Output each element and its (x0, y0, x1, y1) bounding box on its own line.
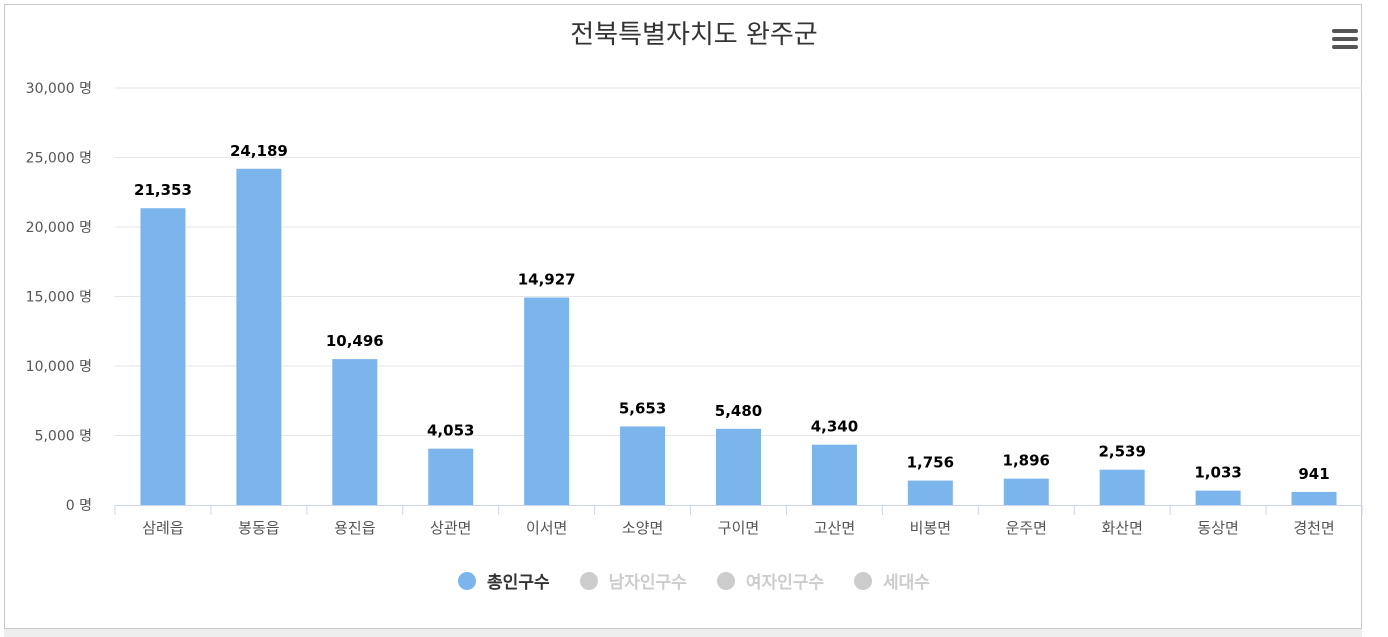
data-label: 5,480 (715, 402, 762, 420)
y-tick-label: 20,000 명 (26, 220, 92, 236)
data-label: 24,189 (230, 142, 288, 160)
x-tick-label: 경천면 (1293, 519, 1334, 537)
bar (907, 480, 953, 505)
legend-item[interactable]: 총인구수 (458, 568, 550, 593)
bar (1099, 469, 1145, 505)
chart-container (4, 4, 1362, 629)
x-tick-label: 이서면 (526, 519, 567, 537)
legend-item[interactable]: 세대수 (854, 568, 930, 593)
bar (140, 208, 186, 505)
data-label: 941 (1298, 465, 1329, 483)
x-tick-label: 용진읍 (334, 519, 375, 537)
legend-dot-icon (458, 571, 477, 590)
data-label: 21,353 (134, 181, 192, 199)
y-tick-label: 0 명 (66, 498, 92, 514)
bar (524, 297, 570, 505)
x-tick-label: 화산면 (1101, 519, 1142, 537)
legend-item[interactable]: 남자인구수 (579, 568, 687, 593)
y-tick-label: 10,000 명 (26, 359, 92, 375)
y-tick-label: 30,000 명 (26, 81, 92, 97)
bar (428, 448, 474, 505)
legend-item[interactable]: 여자인구수 (716, 568, 825, 593)
bar (1195, 490, 1241, 505)
y-tick-label: 15,000 명 (26, 290, 92, 306)
x-tick-label: 운주면 (1006, 519, 1047, 537)
legend-dot-icon (716, 571, 735, 590)
data-label: 14,927 (518, 271, 576, 289)
data-label: 5,653 (619, 399, 666, 417)
legend-dot-icon (854, 571, 873, 590)
legend: 총인구수 남자인구수 여자인구수 세대수 (0, 568, 1388, 593)
data-label: 10,496 (326, 332, 384, 350)
bar (236, 168, 282, 506)
x-tick-label: 소양면 (622, 519, 663, 537)
x-tick-label: 동상면 (1197, 519, 1238, 537)
footer-strip (4, 629, 1362, 637)
data-label: 1,033 (1194, 464, 1241, 482)
bar (1003, 478, 1049, 505)
x-tick-label: 비봉면 (910, 519, 951, 537)
x-tick-label: 삼례읍 (142, 519, 183, 537)
data-label: 4,053 (427, 422, 474, 440)
bar (716, 428, 761, 505)
data-label: 2,539 (1098, 443, 1145, 461)
bar (811, 444, 857, 505)
legend-label: 총인구수 (487, 573, 550, 593)
legend-label: 여자인구수 (745, 573, 825, 593)
legend-label: 남자인구수 (608, 573, 687, 593)
x-tick-label: 고산면 (814, 519, 855, 537)
data-label: 1,756 (907, 454, 954, 472)
data-label: 1,896 (1003, 452, 1050, 470)
bar (1291, 491, 1337, 505)
data-label: 4,340 (811, 418, 858, 436)
hamburger-menu-icon[interactable] (1332, 29, 1358, 51)
x-tick-label: 봉동읍 (238, 519, 279, 537)
legend-label: 세대수 (883, 573, 930, 593)
chart-title: 전북특별자치도 완주군 (570, 20, 818, 50)
y-tick-label: 5,000 명 (35, 429, 92, 445)
y-tick-label: 25,000 명 (26, 151, 92, 167)
x-tick-label: 구이면 (718, 519, 759, 537)
x-tick-label: 상관면 (430, 519, 471, 537)
bar (620, 426, 666, 505)
legend-dot-icon (579, 571, 598, 590)
bar (332, 359, 378, 505)
